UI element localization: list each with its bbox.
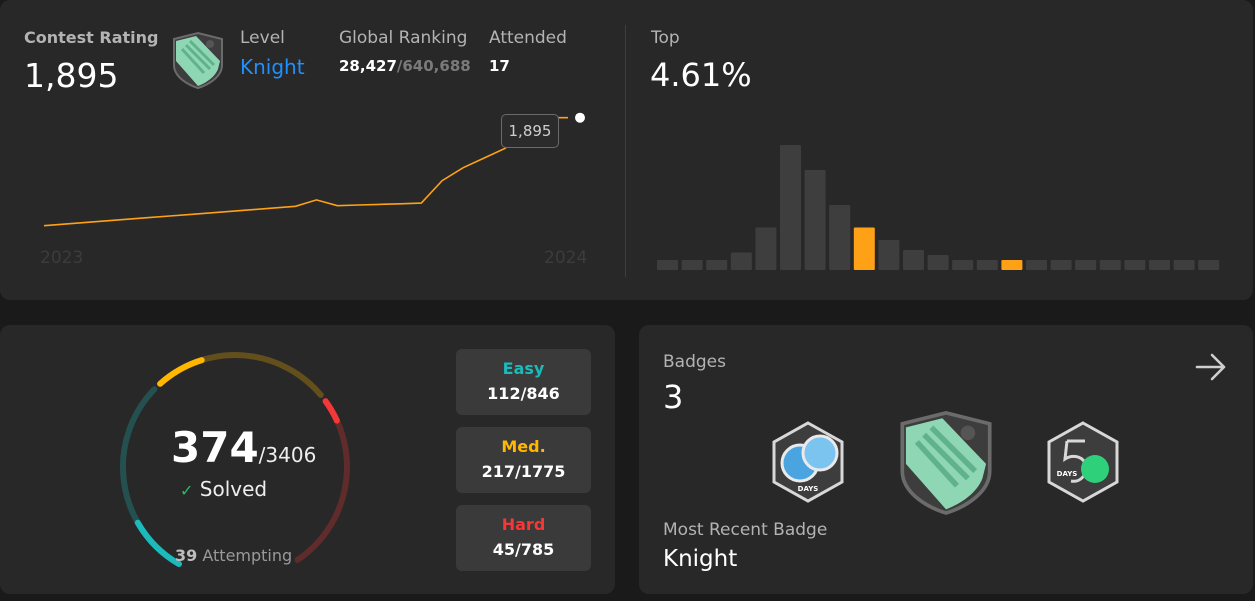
solved-count: 374/3406: [171, 423, 316, 472]
solved-problems-card: 374/3406 ✓ Solved 39 Attempting Easy 112…: [0, 325, 615, 594]
distribution-bar[interactable]: [730, 252, 752, 271]
distribution-bar[interactable]: [903, 250, 924, 270]
rating-line-chart[interactable]: 2023 2024: [0, 0, 620, 300]
distribution-bar[interactable]: [681, 260, 703, 270]
difficulty-hard-value: 45/785: [492, 540, 555, 559]
distribution-bar[interactable]: [1075, 260, 1097, 270]
level-value[interactable]: Knight: [240, 55, 305, 79]
level-label: Level: [240, 28, 285, 48]
badges-count: 3: [663, 378, 684, 416]
arrow-right-icon[interactable]: [1195, 352, 1227, 382]
distribution-bar[interactable]: [706, 260, 728, 270]
rating-line: [43, 116, 568, 227]
x-tick-start: 2023: [40, 248, 83, 268]
top-percent-value: 4.61%: [650, 56, 752, 94]
distribution-bar[interactable]: [1050, 260, 1072, 270]
solved-count-value: 374: [171, 423, 259, 472]
x-tick-end: 2024: [544, 248, 587, 268]
attempting-row: 39 Attempting: [175, 546, 292, 565]
distribution-bar[interactable]: [829, 205, 851, 270]
attended-value: 17: [489, 57, 510, 75]
days-badge-icon[interactable]: DAYS: [770, 421, 846, 503]
check-icon: ✓: [180, 481, 194, 500]
distribution-bar[interactable]: [1173, 260, 1195, 270]
distribution-bar[interactable]: [1149, 260, 1170, 270]
ring-track-medium: [157, 352, 324, 398]
distribution-bar[interactable]: [1124, 260, 1146, 270]
rating-line-series: [43, 112, 585, 227]
distribution-bar[interactable]: [853, 227, 875, 271]
distribution-bar[interactable]: [927, 255, 949, 270]
ring-progress-easy: [134, 519, 182, 567]
badges-label: Badges: [663, 352, 726, 372]
global-ranking-label: Global Ranking: [339, 28, 468, 48]
global-ranking-total: /640,688: [396, 57, 471, 75]
solved-label-row: ✓ Solved: [180, 477, 267, 501]
rating-line-endpoint[interactable]: [575, 112, 585, 123]
distribution-bar[interactable]: [1026, 260, 1047, 270]
attempting-count: 39: [175, 546, 198, 565]
distribution-bar[interactable]: [755, 227, 777, 271]
difficulty-medium-label: Med.: [501, 437, 546, 456]
difficulty-easy[interactable]: Easy 112/846: [456, 349, 591, 415]
ring-progress-medium: [157, 357, 205, 387]
distribution-bar[interactable]: [952, 260, 974, 270]
difficulty-hard[interactable]: Hard 45/785: [456, 505, 591, 571]
distribution-bar[interactable]: [804, 170, 826, 270]
contest-rating-value: 1,895: [24, 56, 119, 95]
card-divider: [625, 25, 626, 277]
difficulty-hard-label: Hard: [501, 515, 546, 534]
difficulty-easy-label: Easy: [502, 359, 545, 378]
rating-tooltip: 1,895: [501, 114, 559, 148]
attempting-label: Attempting: [202, 546, 293, 565]
distribution-bar[interactable]: [1001, 260, 1023, 270]
attended-label: Attended: [489, 28, 567, 48]
knight-badge-icon[interactable]: [895, 407, 997, 517]
solved-total-value: /3406: [258, 443, 317, 467]
badges-card: Badges 3 DAYS DAYS Most Recent Badge Kni…: [639, 325, 1253, 594]
most-recent-badge-value: Knight: [663, 546, 738, 572]
contest-rating-card: Contest Rating 1,895 Level Knight Global…: [0, 0, 1253, 300]
50-days-badge-icon[interactable]: DAYS: [1045, 421, 1121, 503]
top-label: Top: [651, 28, 680, 48]
distribution-bar[interactable]: [878, 240, 900, 270]
ring-progress-hard: [322, 398, 340, 424]
badge-50-days-caption: DAYS: [1057, 470, 1078, 478]
contest-rating-label: Contest Rating: [24, 28, 159, 47]
distribution-bar[interactable]: [780, 145, 801, 270]
badge-days-caption: DAYS: [798, 485, 819, 493]
distribution-bar[interactable]: [1099, 260, 1121, 270]
distribution-bar[interactable]: [976, 260, 998, 270]
distribution-bar[interactable]: [1198, 260, 1220, 270]
most-recent-badge-label: Most Recent Badge: [663, 520, 828, 540]
global-ranking: 28,427/640,688: [339, 57, 471, 75]
difficulty-medium[interactable]: Med. 217/1775: [456, 427, 591, 493]
difficulty-easy-value: 112/846: [487, 384, 560, 403]
solved-label: Solved: [199, 477, 268, 501]
difficulty-medium-value: 217/1775: [481, 462, 566, 481]
rating-distribution-chart[interactable]: [640, 120, 1240, 275]
global-ranking-value: 28,427: [339, 57, 397, 75]
knight-level-icon: [173, 31, 223, 89]
distribution-bar[interactable]: [657, 260, 678, 270]
solved-progress-ring[interactable]: [100, 347, 370, 587]
